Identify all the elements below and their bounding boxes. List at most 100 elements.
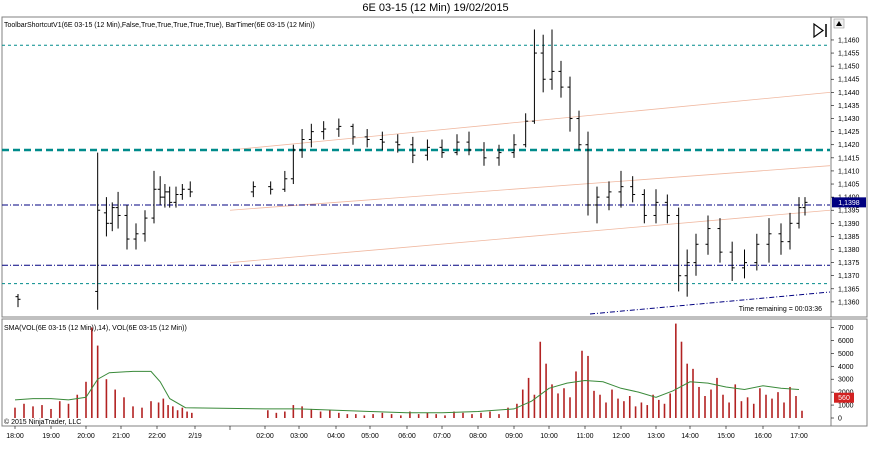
ohlc-bar bbox=[109, 202, 115, 232]
time-tick-label: 03:00 bbox=[290, 433, 308, 440]
ohlc-bar bbox=[717, 218, 723, 263]
ohlc-bar bbox=[268, 181, 274, 195]
ohlc-bar bbox=[290, 144, 296, 185]
price-tick-label: 1,1415 bbox=[838, 155, 860, 162]
volume-axis-frame bbox=[830, 318, 868, 427]
current-price-marker: 1,1398 bbox=[832, 197, 866, 208]
time-tick-label: 08:00 bbox=[469, 433, 487, 440]
ohlc-bar bbox=[567, 76, 573, 132]
ohlc-bar bbox=[115, 191, 121, 229]
trend-channel-lines bbox=[229, 91, 831, 264]
ohlc-bar bbox=[282, 170, 288, 192]
current-volume-marker: 560 bbox=[834, 392, 854, 403]
ohlc-bar bbox=[802, 197, 808, 216]
ohlc-bar bbox=[321, 121, 327, 140]
ohlc-bar bbox=[336, 118, 342, 137]
time-tick-label: 15:00 bbox=[717, 433, 735, 440]
ohlc-bar bbox=[481, 142, 487, 166]
price-tick-label: 1,1365 bbox=[838, 286, 860, 293]
ohlc-bar bbox=[558, 60, 564, 98]
time-tick-label: 13:00 bbox=[647, 433, 665, 440]
ohlc-bar bbox=[778, 223, 784, 255]
play-pause-icon[interactable] bbox=[813, 22, 827, 39]
price-tick-label: 1,1460 bbox=[838, 37, 860, 44]
price-tick-label: 1,1375 bbox=[838, 260, 860, 267]
price-tick-label: 1,1440 bbox=[838, 90, 860, 97]
time-tick-label: 14:00 bbox=[681, 433, 699, 440]
time-tick-label: 05:00 bbox=[361, 433, 379, 440]
volume-tick-label: 5000 bbox=[838, 351, 854, 358]
ohlc-bar bbox=[549, 29, 555, 90]
ohlc-bar bbox=[729, 241, 735, 281]
time-tick-label: 19:00 bbox=[42, 433, 60, 440]
ohlc-bar bbox=[653, 189, 659, 224]
ohlc-bar bbox=[308, 123, 314, 148]
ohlc-bar bbox=[618, 170, 624, 208]
time-tick-label: 17:00 bbox=[790, 433, 808, 440]
price-bars bbox=[15, 29, 808, 310]
price-axis-frame bbox=[830, 16, 868, 318]
ohlc-bar bbox=[173, 186, 179, 208]
ohlc-bar bbox=[754, 233, 760, 271]
ohlc-bar bbox=[133, 223, 139, 250]
ohlc-bar bbox=[585, 131, 591, 216]
ohlc-bar bbox=[466, 131, 472, 156]
price-tick-label: 1,1450 bbox=[838, 64, 860, 71]
time-tick-label: 04:00 bbox=[327, 433, 345, 440]
volume-indicator-label: SMA(VOL(6E 03-15 (12 Min)),14), VOL(6E 0… bbox=[4, 325, 187, 332]
volume-tick-label: 1000 bbox=[838, 403, 854, 410]
trendline bbox=[589, 291, 831, 315]
current-volume-label: 560 bbox=[838, 395, 850, 402]
ohlc-bar bbox=[162, 184, 168, 208]
volume-tick-label: 7000 bbox=[838, 325, 854, 332]
volume-tick-label: 0 bbox=[838, 416, 842, 423]
ohlc-bar bbox=[676, 207, 682, 292]
time-tick-label: 21:00 bbox=[112, 433, 130, 440]
copyright-label: © 2015 NinjaTrader, LLC bbox=[4, 418, 81, 426]
volume-panel-frame bbox=[1, 318, 832, 427]
time-axis: 18:00 19:00 20:00 21:00 22:00 2/19 02:00 03:00 0… bbox=[6, 426, 808, 440]
ohlc-bar bbox=[439, 139, 445, 158]
ohlc-bar bbox=[379, 131, 385, 150]
ohlc-bar bbox=[167, 186, 173, 208]
price-panel-frame bbox=[1, 16, 832, 318]
price-axis: 1,1460 1,1455 1,1450 1,1445 1,1440 1,1435 1,14… bbox=[831, 37, 860, 306]
time-tick-label: 18:00 bbox=[6, 433, 24, 440]
chevron-up-icon[interactable] bbox=[833, 18, 845, 29]
ohlc-bar bbox=[630, 176, 636, 203]
time-tick-label: 10:00 bbox=[540, 433, 558, 440]
ohlc-bar bbox=[157, 176, 163, 205]
ohlc-bar bbox=[664, 194, 670, 224]
price-tick-label: 1,1445 bbox=[838, 77, 860, 84]
volume-axis: 70006000500040003000200010000 bbox=[831, 325, 854, 423]
ohlc-bar bbox=[496, 144, 502, 166]
time-tick-label: 07:00 bbox=[433, 433, 451, 440]
ohlc-bar bbox=[576, 110, 582, 150]
ohlc-bar bbox=[454, 134, 460, 156]
sma-line bbox=[14, 370, 800, 414]
price-tick-label: 1,1390 bbox=[838, 221, 860, 228]
ohlc-bar bbox=[693, 233, 699, 276]
volume-tick-label: 6000 bbox=[838, 338, 854, 345]
time-tick-label: 11:00 bbox=[577, 433, 594, 440]
ohlc-bar bbox=[299, 129, 305, 158]
time-tick-label: 20:00 bbox=[77, 433, 95, 440]
ohlc-bar bbox=[594, 186, 600, 224]
ohlc-bar bbox=[766, 218, 772, 263]
chart-title: 6E 03-15 (12 Min) 19/02/2015 bbox=[362, 2, 509, 14]
indicator-label: ToolbarShortcutV1(6E 03-15 (12 Min),Fals… bbox=[4, 22, 315, 29]
time-remaining-label: Time remaining = 00:03:36 bbox=[739, 306, 822, 313]
ohlc-bar bbox=[641, 189, 647, 224]
ohlc-bar bbox=[395, 134, 401, 153]
price-tick-label: 1,1410 bbox=[838, 168, 860, 175]
ohlc-bar bbox=[684, 249, 690, 297]
price-tick-label: 1,1455 bbox=[838, 51, 860, 58]
ohlc-bar bbox=[410, 136, 416, 164]
price-tick-label: 1,1420 bbox=[838, 142, 860, 149]
ohlc-bar bbox=[15, 294, 21, 308]
ohlc-bar bbox=[705, 215, 711, 255]
price-tick-label: 1,1370 bbox=[838, 273, 860, 280]
ohlc-bar bbox=[606, 181, 612, 211]
time-tick-label: 2/19 bbox=[188, 433, 202, 440]
